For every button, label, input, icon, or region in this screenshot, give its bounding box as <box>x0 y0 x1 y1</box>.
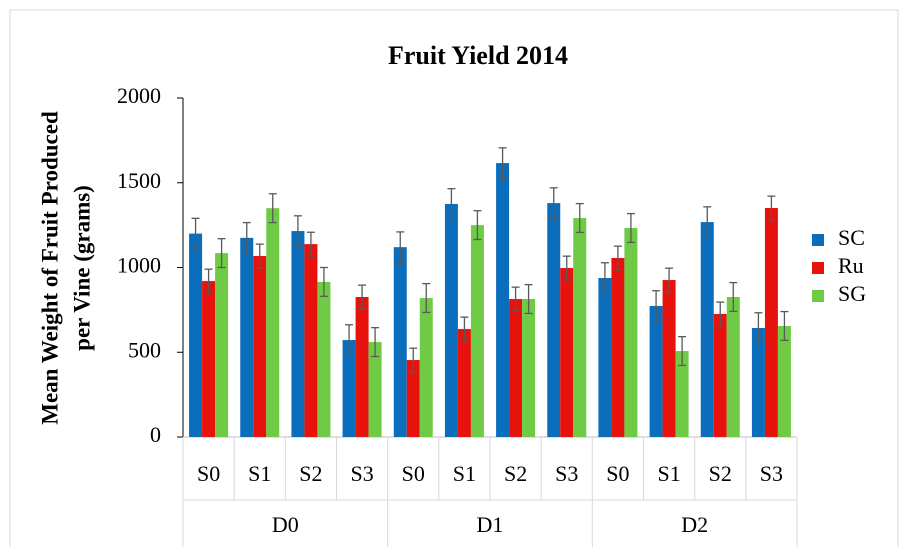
bar <box>406 360 420 437</box>
bar <box>304 244 318 437</box>
y-axis-title: Mean Weight of Fruit Produced <box>37 111 62 425</box>
bar <box>419 298 433 437</box>
legend-swatch <box>812 262 824 274</box>
bar <box>764 208 778 437</box>
bar <box>675 351 689 437</box>
y-tick-label: 500 <box>128 337 161 362</box>
legend-label: SC <box>838 225 865 250</box>
y-tick-label: 0 <box>150 422 161 447</box>
x-tick-label: S1 <box>657 461 680 486</box>
bar <box>509 299 523 437</box>
bar <box>240 237 254 437</box>
bar <box>624 228 638 437</box>
bar <box>266 208 280 437</box>
x-tick-label: S0 <box>606 461 629 486</box>
chart-title: Fruit Yield 2014 <box>388 41 568 70</box>
bar <box>547 203 561 437</box>
y-tick-label: 1500 <box>117 168 161 193</box>
group-label: D2 <box>681 512 708 537</box>
x-tick-label: S3 <box>760 461 783 486</box>
legend-label: Ru <box>838 253 864 278</box>
x-tick-label: S0 <box>197 461 220 486</box>
group-label: D0 <box>272 512 299 537</box>
bar <box>777 325 791 437</box>
x-tick-label: S3 <box>350 461 373 486</box>
bar <box>751 328 765 437</box>
y-axis-title: per Vine (grams) <box>69 185 94 351</box>
bar <box>573 218 587 437</box>
x-tick-label: S2 <box>504 461 527 486</box>
bar <box>317 281 331 437</box>
bar <box>470 225 484 437</box>
bar <box>342 340 356 437</box>
bar <box>496 163 510 437</box>
bar <box>444 203 458 437</box>
bar <box>649 305 663 437</box>
bar <box>215 253 229 437</box>
y-tick-label: 1000 <box>117 253 161 278</box>
bar <box>662 280 676 437</box>
bar <box>368 342 382 437</box>
bar <box>598 278 612 437</box>
bar <box>291 231 305 437</box>
bar <box>726 296 740 437</box>
x-tick-label: S0 <box>402 461 425 486</box>
bar <box>253 255 267 437</box>
y-tick-label: 2000 <box>117 83 161 108</box>
bar <box>522 299 536 437</box>
legend-swatch <box>812 290 824 302</box>
bar <box>560 268 574 437</box>
bar <box>189 233 203 437</box>
bar <box>611 258 625 437</box>
bar <box>457 329 471 437</box>
bar <box>713 313 727 437</box>
bar <box>700 222 714 437</box>
x-tick-label: S3 <box>555 461 578 486</box>
legend-swatch <box>812 234 824 246</box>
group-label: D1 <box>477 512 504 537</box>
bar <box>393 247 407 437</box>
x-tick-label: S2 <box>299 461 322 486</box>
x-tick-label: S2 <box>709 461 732 486</box>
legend-label: SG <box>838 281 866 306</box>
x-tick-label: S1 <box>453 461 476 486</box>
bar <box>355 296 369 437</box>
bar <box>202 281 216 437</box>
x-tick-label: S1 <box>248 461 271 486</box>
